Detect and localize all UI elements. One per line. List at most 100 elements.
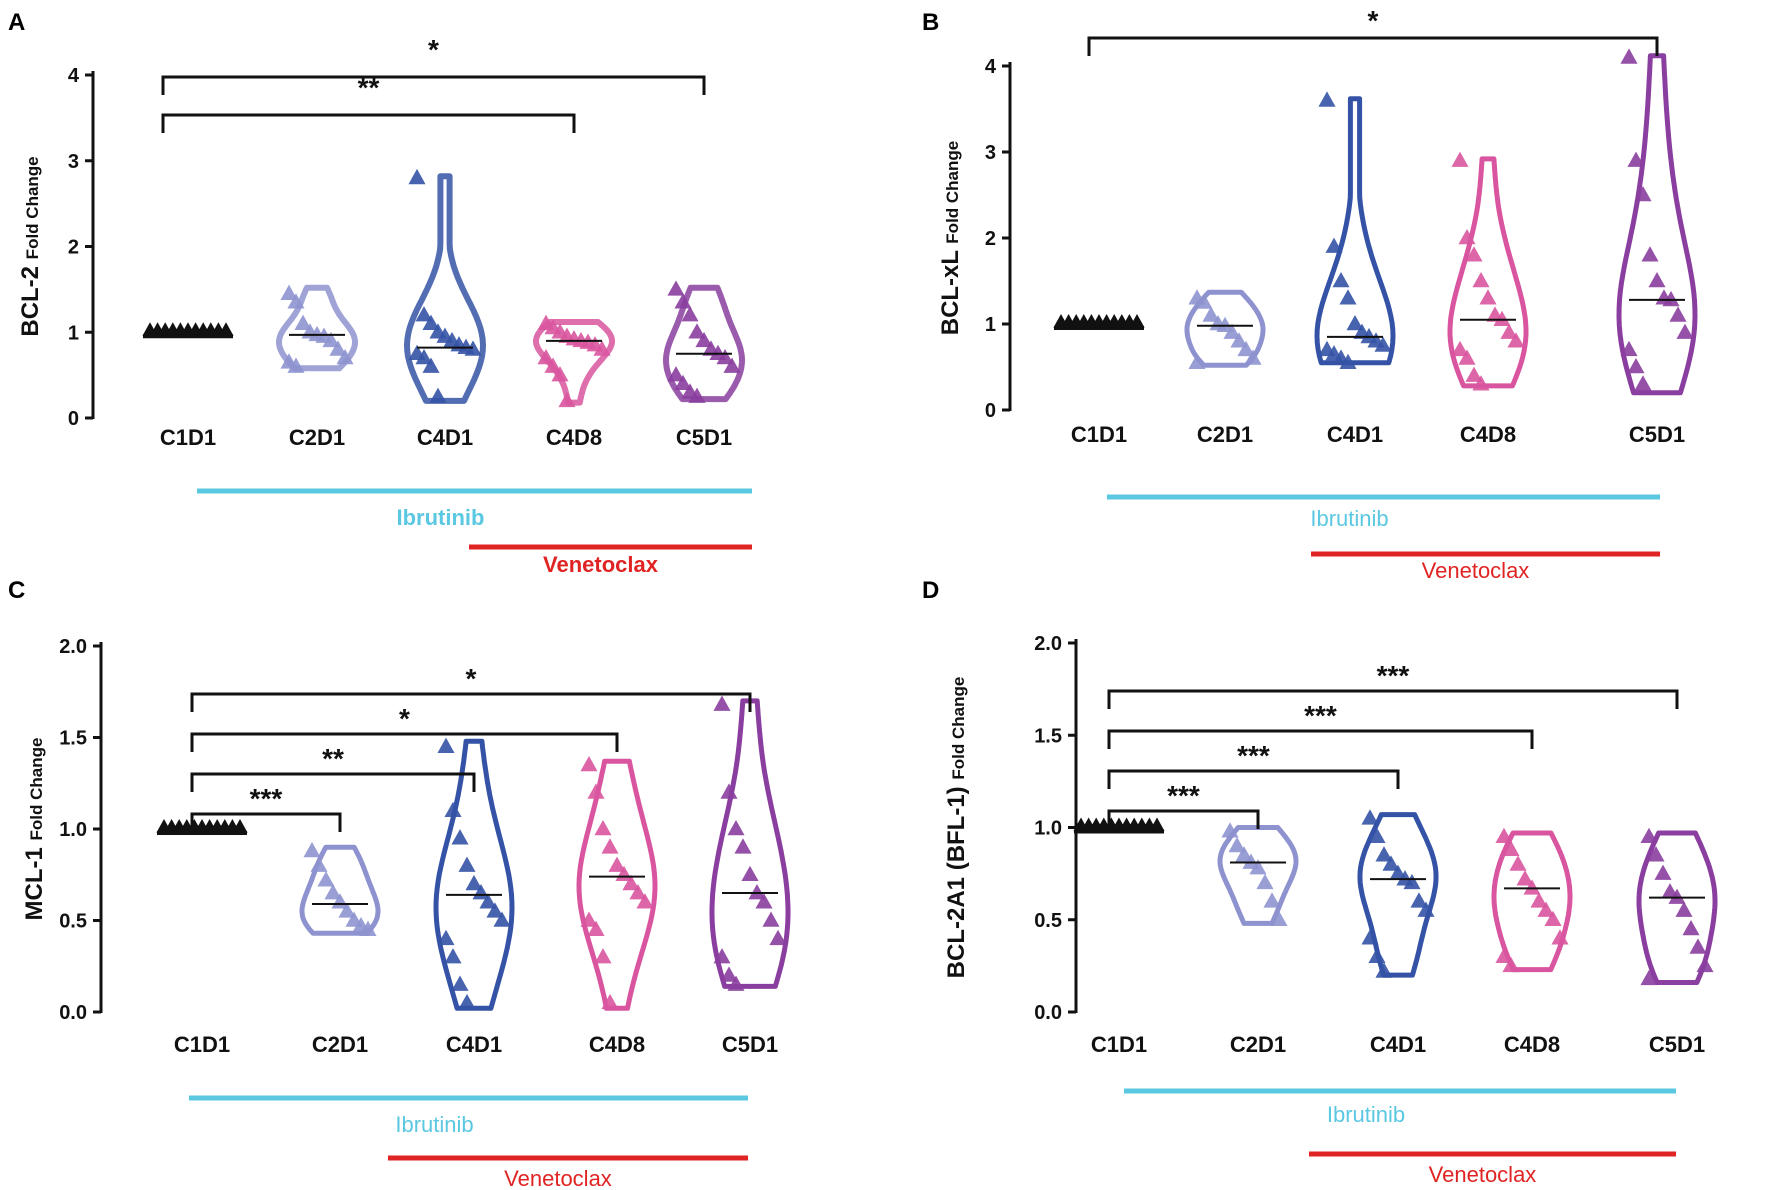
y-tick-label: 1.0 xyxy=(1034,818,1062,840)
data-point xyxy=(594,948,612,964)
data-point xyxy=(713,695,731,711)
y-tick-label: 3 xyxy=(985,142,996,164)
data-point xyxy=(1346,315,1364,331)
violin-c4d1 xyxy=(404,168,486,404)
data-point xyxy=(594,820,612,836)
data-point xyxy=(287,357,305,373)
data-point xyxy=(359,920,377,936)
data-point xyxy=(1523,879,1541,895)
data-point xyxy=(465,874,483,891)
y-tick-label: 2.0 xyxy=(59,636,87,658)
data-point xyxy=(762,911,780,927)
data-point xyxy=(437,737,455,753)
data-point xyxy=(1640,969,1658,986)
significance-label: *** xyxy=(1304,700,1337,731)
data-point xyxy=(437,929,455,946)
violin-c1d1 xyxy=(1073,817,1165,834)
data-point xyxy=(479,893,497,909)
data-point xyxy=(422,314,440,330)
bracket-line xyxy=(1107,729,1534,749)
data-point xyxy=(1221,822,1239,838)
x-tick-label: C4D8 xyxy=(1504,1032,1560,1057)
violin-c2d1 xyxy=(1184,289,1266,369)
y-tick-label: 2 xyxy=(68,237,79,259)
x-tick-label: C4D1 xyxy=(1327,422,1383,447)
significance-bracket: *** xyxy=(1107,740,1400,789)
data-point xyxy=(324,884,342,900)
data-point xyxy=(1620,48,1638,64)
violin-outline xyxy=(1491,830,1573,973)
violin-outline xyxy=(404,173,486,404)
data-point xyxy=(444,801,462,817)
data-point xyxy=(601,838,619,854)
y-axis-label-sub: Fold Change xyxy=(949,677,968,780)
y-axis-label-sub: Fold Change xyxy=(943,141,962,244)
data-point xyxy=(1500,323,1518,339)
data-point xyxy=(322,331,340,348)
bracket-line xyxy=(1107,769,1400,789)
data-point xyxy=(537,348,555,365)
data-point xyxy=(674,374,692,390)
data-point xyxy=(310,856,328,872)
data-point xyxy=(544,357,562,373)
significance-label: * xyxy=(428,34,439,65)
bracket-line xyxy=(190,692,752,712)
data-point xyxy=(329,340,347,356)
violin-c2d1 xyxy=(299,841,381,936)
data-point xyxy=(317,871,335,887)
violin-c4d8 xyxy=(533,314,615,408)
significance-bracket: * xyxy=(1087,5,1659,56)
x-tick-label: C4D8 xyxy=(1460,422,1516,447)
y-tick-label: 2 xyxy=(985,228,996,250)
data-point xyxy=(601,993,619,1010)
violin-outline xyxy=(1184,289,1266,368)
violin-c1d1 xyxy=(156,819,248,835)
data-point xyxy=(688,323,706,339)
data-point xyxy=(1263,892,1281,908)
data-point xyxy=(232,819,248,833)
significance-label: ** xyxy=(322,743,344,774)
x-tick-label: C4D8 xyxy=(589,1032,645,1057)
data-point xyxy=(1465,246,1483,262)
x-tick-label: C5D1 xyxy=(1629,422,1685,447)
data-point xyxy=(580,755,598,772)
data-point xyxy=(1332,272,1350,288)
data-point xyxy=(1270,910,1288,927)
venetoclax-label: Venetoclax xyxy=(1422,558,1530,583)
data-point xyxy=(593,340,611,356)
y-tick-label: 1.5 xyxy=(59,728,87,750)
data-point xyxy=(1641,246,1659,262)
data-point xyxy=(551,366,569,382)
data-point xyxy=(748,884,766,900)
data-point xyxy=(741,865,759,882)
violin-outline xyxy=(709,698,791,989)
x-tick-label: C4D1 xyxy=(1370,1032,1426,1057)
data-point xyxy=(451,975,469,991)
violin-c1d1 xyxy=(142,322,234,339)
data-point xyxy=(558,391,576,408)
y-axis-label-main: MCL-1 xyxy=(21,847,48,920)
data-point xyxy=(303,841,321,858)
data-point xyxy=(1472,375,1490,391)
y-axis-label-space xyxy=(937,244,964,251)
y-axis-label-main: BCL-2A1 (BFL-1) xyxy=(943,786,970,978)
data-point xyxy=(338,902,356,918)
violin-c4d1 xyxy=(1357,809,1439,978)
data-point xyxy=(1530,892,1548,908)
data-point xyxy=(755,893,773,909)
data-point xyxy=(1634,186,1652,202)
x-tick-label: C4D1 xyxy=(446,1032,502,1057)
y-tick-label: 0.5 xyxy=(1034,910,1062,932)
data-point xyxy=(681,306,699,322)
data-point xyxy=(1495,947,1513,963)
data-point xyxy=(1149,817,1165,832)
data-point xyxy=(1368,947,1386,963)
violin-outline xyxy=(276,284,358,372)
data-point xyxy=(1202,306,1220,322)
violin-outline xyxy=(1314,96,1396,366)
data-point xyxy=(451,829,469,845)
violin-c4d8 xyxy=(1491,827,1573,973)
x-tick-label: C2D1 xyxy=(1230,1032,1286,1057)
y-tick-label: 3 xyxy=(68,151,79,173)
data-point xyxy=(1417,901,1435,917)
